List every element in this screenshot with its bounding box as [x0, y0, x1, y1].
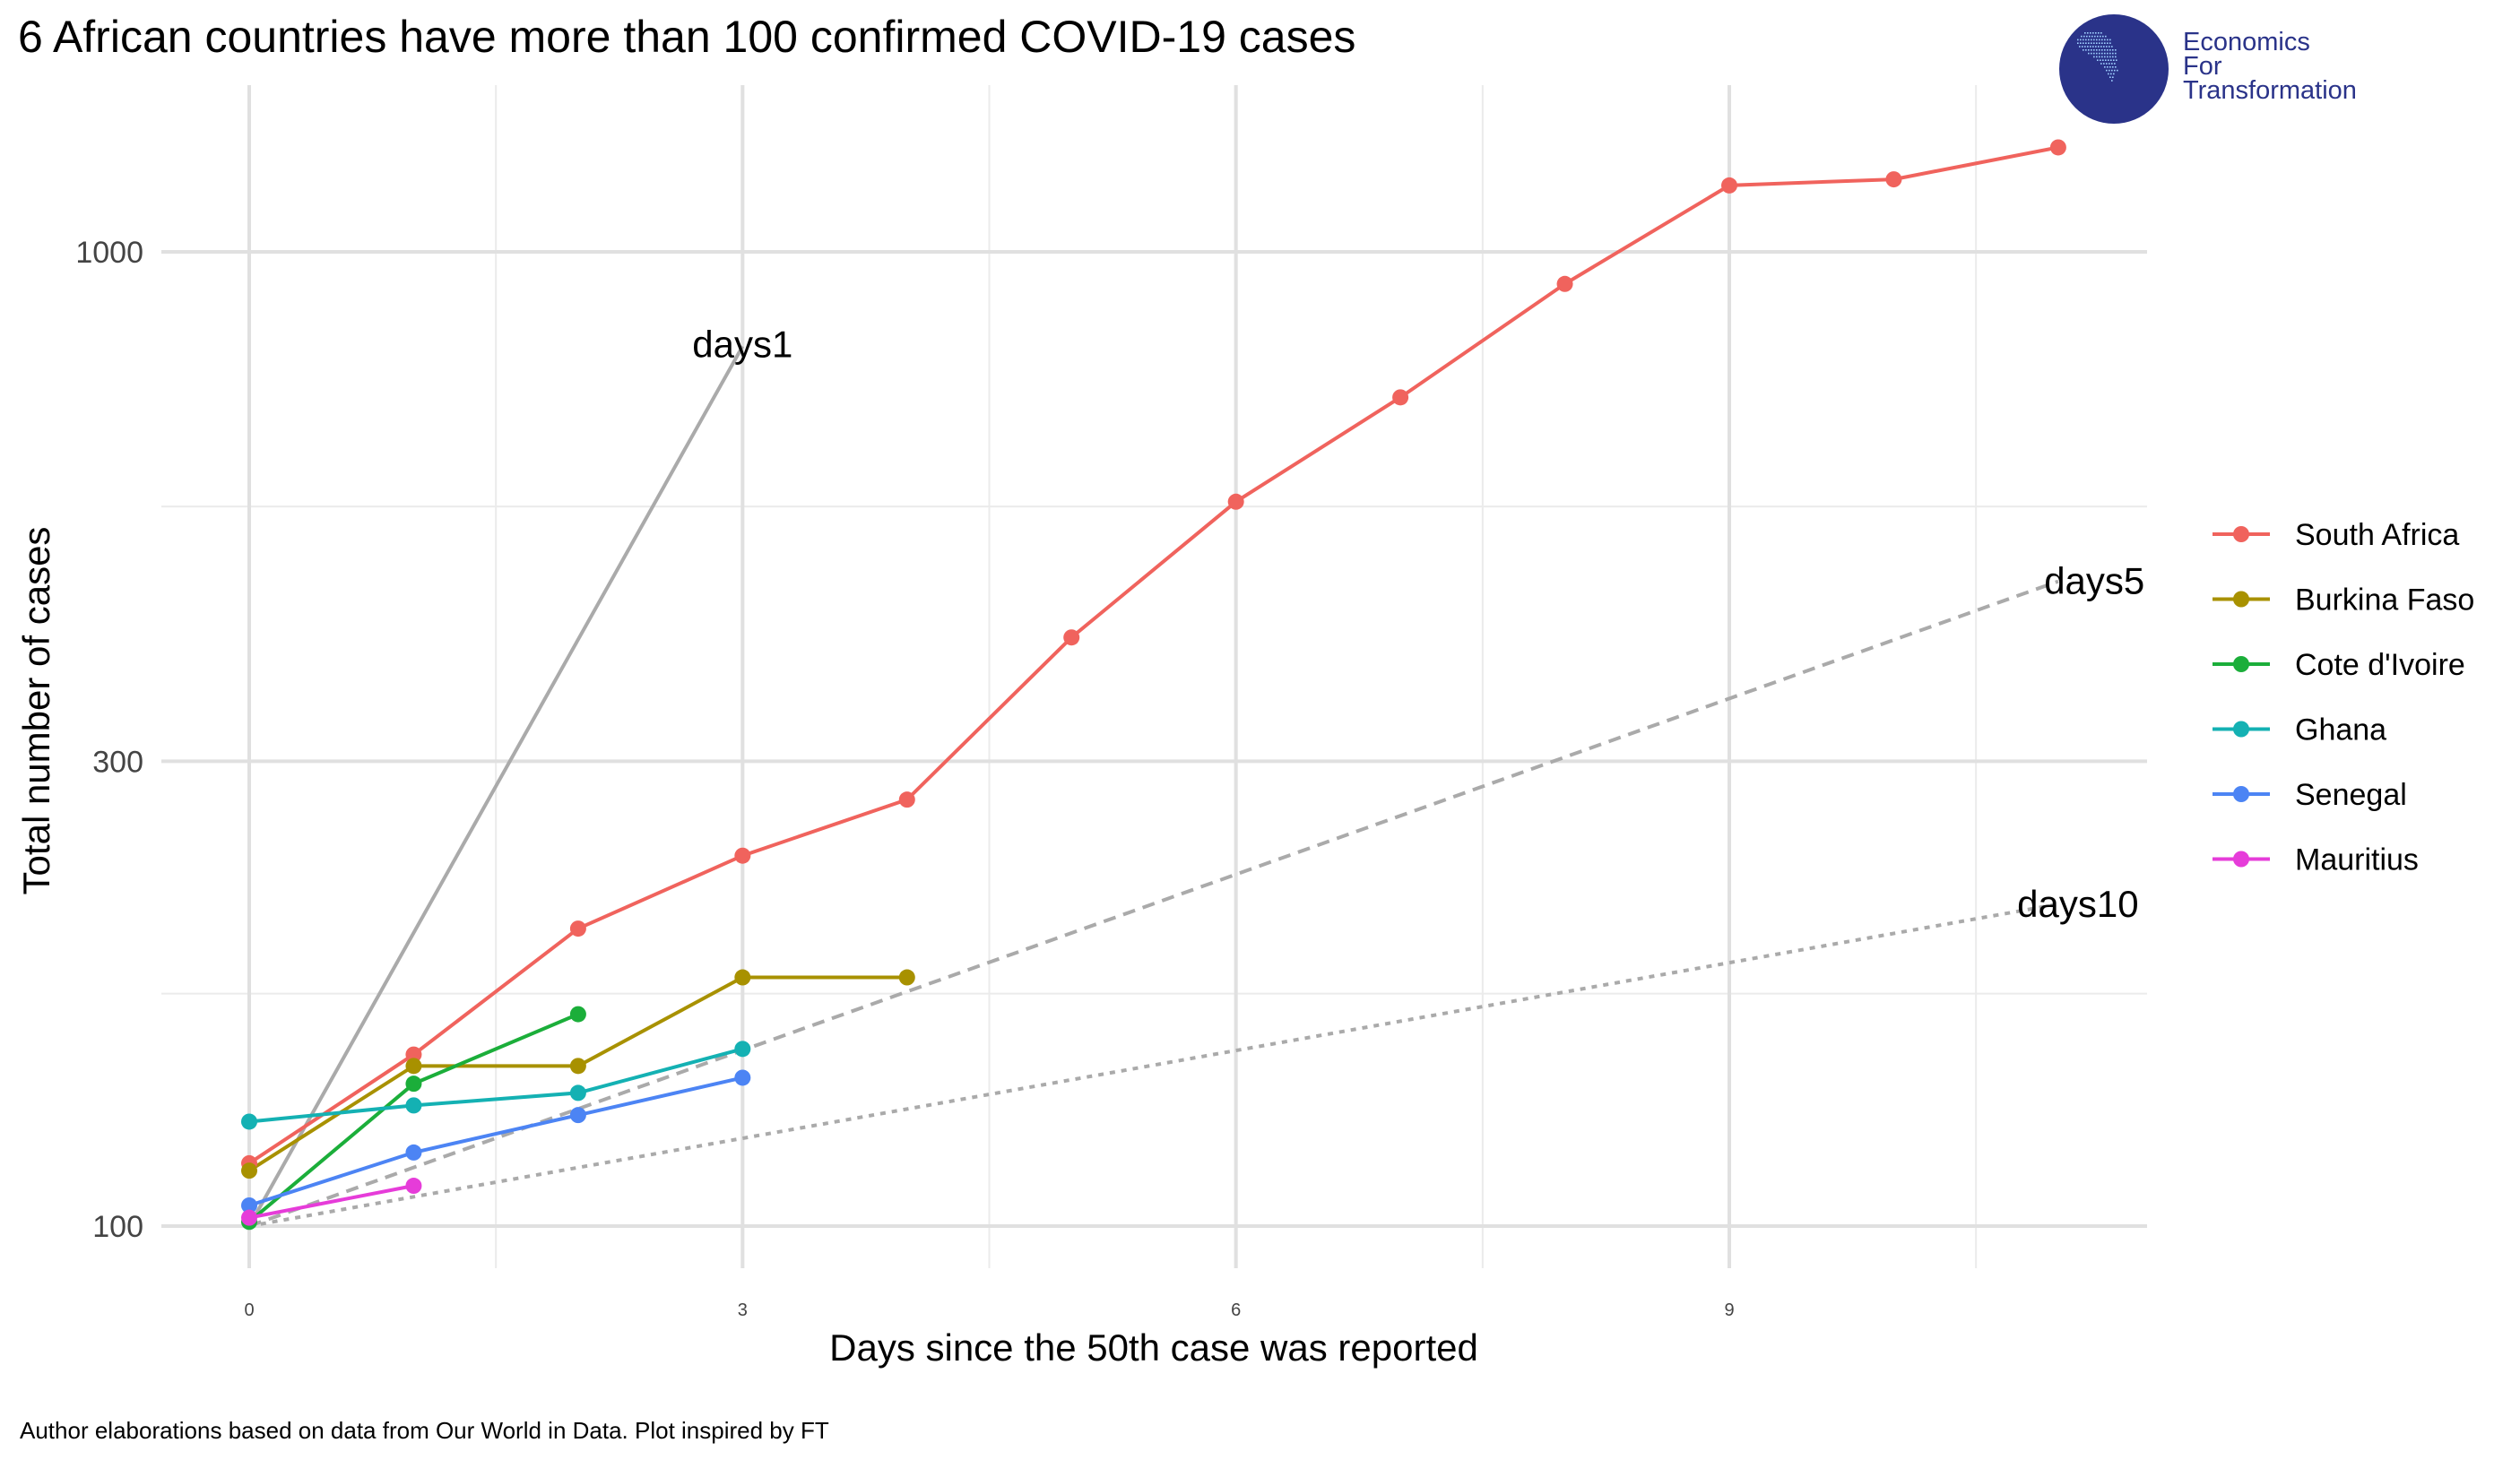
major-gridlines	[161, 85, 2147, 1268]
legend-key-point	[2233, 721, 2249, 738]
legend-item-cote-d-ivoire: Cote d'Ivoire	[2213, 648, 2465, 682]
data-point-south-africa	[1556, 275, 1573, 292]
data-point-south-africa	[898, 791, 915, 808]
chart-title: 6 African countries have more than 100 c…	[18, 12, 1356, 62]
legend-label: Senegal	[2295, 778, 2407, 812]
data-point-senegal	[405, 1144, 422, 1161]
legend-label: South Africa	[2295, 518, 2459, 552]
x-tick-label: 9	[1724, 1300, 1734, 1320]
data-point-south-africa	[1063, 629, 1080, 646]
legend-label: Burkina Faso	[2295, 583, 2474, 618]
data-point-south-africa	[405, 1046, 422, 1063]
data-point-burkina-faso	[569, 1058, 586, 1075]
data-point-south-africa	[2049, 139, 2066, 156]
legend-key-point	[2233, 526, 2249, 542]
legend-label: Ghana	[2295, 713, 2386, 747]
legend-label: Mauritius	[2295, 843, 2419, 877]
data-point-mauritius	[405, 1178, 422, 1195]
caption: Author elaborations based on data from O…	[20, 1417, 829, 1444]
data-point-ghana	[241, 1113, 257, 1130]
data-point-burkina-faso	[241, 1162, 257, 1179]
legend-item-burkina-faso: Burkina Faso	[2213, 583, 2474, 618]
y-axis-title: Total number of cases	[15, 527, 57, 895]
reference-line-days10	[248, 902, 2059, 1228]
x-tick-labels: 0 3 6 9	[244, 1300, 1734, 1320]
data-point-south-africa	[734, 847, 751, 864]
x-axis-title: Days since the 50th case was reported	[829, 1326, 1478, 1369]
y-tick-label: 1000	[75, 236, 143, 270]
legend-item-ghana: Ghana	[2213, 713, 2386, 747]
series-line-ghana	[248, 1047, 743, 1124]
data-point-mauritius	[241, 1209, 257, 1226]
data-point-south-africa	[1721, 177, 1737, 194]
legend-key-point	[2233, 656, 2249, 672]
logo-text: Economics For Transformation	[2183, 28, 2357, 105]
data-point-burkina-faso	[405, 1058, 422, 1075]
reference-label-days1: days1	[692, 323, 792, 365]
logo-line-1: Economics	[2183, 28, 2310, 56]
data-point-burkina-faso	[898, 969, 915, 986]
logo-line-2: For	[2183, 52, 2222, 81]
reference-line-days1	[247, 345, 745, 1227]
data-point-ghana	[734, 1041, 751, 1058]
y-tick-label: 100	[92, 1210, 143, 1244]
data-point-senegal	[569, 1107, 586, 1124]
legend-item-senegal: Senegal	[2213, 778, 2407, 812]
x-tick-label: 6	[1231, 1300, 1241, 1320]
data-point-cote-d-ivoire	[405, 1076, 422, 1093]
reference-label-days5: days5	[2044, 560, 2144, 602]
series-lines	[247, 145, 2059, 1223]
minor-gridlines	[161, 85, 2147, 1268]
data-point-south-africa	[1227, 493, 1244, 510]
legend-item-mauritius: Mauritius	[2213, 843, 2419, 877]
legend-key-point	[2233, 786, 2249, 802]
reference-line-days5	[248, 579, 2059, 1228]
logo: Economics For Transformation	[2057, 11, 2416, 127]
y-tick-labels: 100 300 1000	[75, 236, 143, 1244]
y-tick-label: 300	[92, 745, 143, 779]
legend: South Africa Burkina Faso Cote d'Ivoire Gha…	[2213, 518, 2474, 877]
legend-item-south-africa: South Africa	[2213, 518, 2459, 552]
reference-labels: days1 days5 days10	[692, 323, 2144, 924]
data-point-senegal	[734, 1069, 751, 1086]
series-line-senegal	[248, 1076, 743, 1207]
data-point-burkina-faso	[734, 969, 751, 986]
data-point-ghana	[569, 1084, 586, 1101]
legend-key-point	[2233, 591, 2249, 608]
reference-lines	[247, 345, 2059, 1228]
data-point-south-africa	[1392, 389, 1409, 406]
data-point-senegal	[241, 1197, 257, 1214]
x-tick-label: 3	[738, 1300, 748, 1320]
series-line-mauritius	[248, 1184, 414, 1220]
logo-line-3: Transformation	[2183, 76, 2357, 105]
data-point-cote-d-ivoire	[569, 1006, 586, 1023]
legend-label: Cote d'Ivoire	[2295, 648, 2465, 682]
legend-key-point	[2233, 851, 2249, 868]
reference-label-days10: days10	[2017, 883, 2138, 925]
x-tick-label: 0	[244, 1300, 254, 1320]
africa-logo-icon	[2059, 14, 2169, 124]
series-points	[241, 139, 2066, 1231]
series-line-south-africa	[247, 145, 2059, 1165]
data-point-south-africa	[1885, 171, 1902, 188]
data-point-south-africa	[569, 920, 586, 937]
data-point-ghana	[405, 1097, 422, 1114]
